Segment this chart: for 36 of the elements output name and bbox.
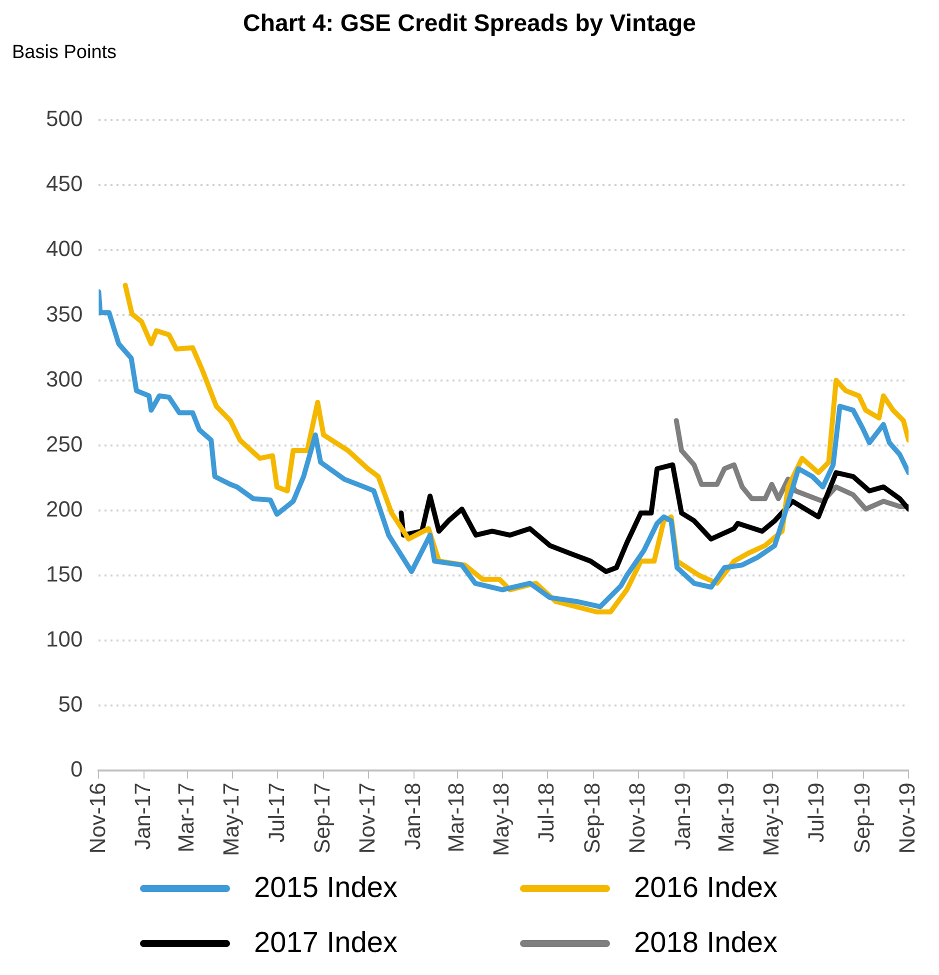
legend-label: 2017 Index [254, 927, 398, 960]
x-tick-label: Jul-18 [534, 782, 559, 843]
x-tick-label: Jan-18 [400, 782, 425, 850]
x-tick-label: Jul-17 [264, 782, 289, 843]
x-tick-label: Sep-17 [310, 782, 335, 854]
x-tick-label: Jul-19 [804, 782, 829, 843]
x-tick-label: Nov-19 [894, 782, 920, 854]
x-tick-label: Jan-19 [670, 782, 695, 850]
y-tick-label: 150 [46, 562, 83, 587]
legend-label: 2015 Index [254, 872, 398, 905]
y-tick-label: 50 [58, 692, 83, 717]
y-tick-label: 450 [46, 171, 83, 196]
y-tick-label: 0 [70, 756, 83, 782]
x-tick-label: Sep-18 [580, 782, 605, 854]
y-tick-label: 100 [46, 626, 83, 652]
x-tick-label: Sep-19 [850, 782, 875, 854]
x-tick-label: May-18 [488, 782, 514, 856]
x-tick-label: Mar-19 [713, 782, 738, 852]
x-tick-label: May-19 [758, 782, 784, 856]
y-axis-title: Basis Points [12, 42, 117, 64]
y-tick-label: 350 [46, 301, 83, 326]
x-tick-label: Nov-16 [84, 782, 110, 854]
y-tick-label: 200 [46, 496, 83, 522]
x-tick-label: Jan-17 [130, 782, 155, 850]
legend-label: 2016 Index [634, 872, 778, 905]
legend-label: 2018 Index [634, 927, 778, 960]
y-tick-label: 400 [46, 236, 83, 262]
y-tick-label: 300 [46, 366, 83, 392]
y-tick-label: 500 [46, 106, 83, 132]
y-tick-label: 250 [46, 431, 83, 456]
x-tick-label: May-17 [218, 782, 244, 856]
chart-title: Chart 4: GSE Credit Spreads by Vintage [242, 10, 697, 38]
x-tick-label: Nov-18 [624, 782, 650, 854]
x-tick-label: Nov-17 [354, 782, 380, 854]
x-tick-label: Mar-17 [174, 782, 199, 852]
x-tick-label: Mar-18 [443, 782, 468, 852]
